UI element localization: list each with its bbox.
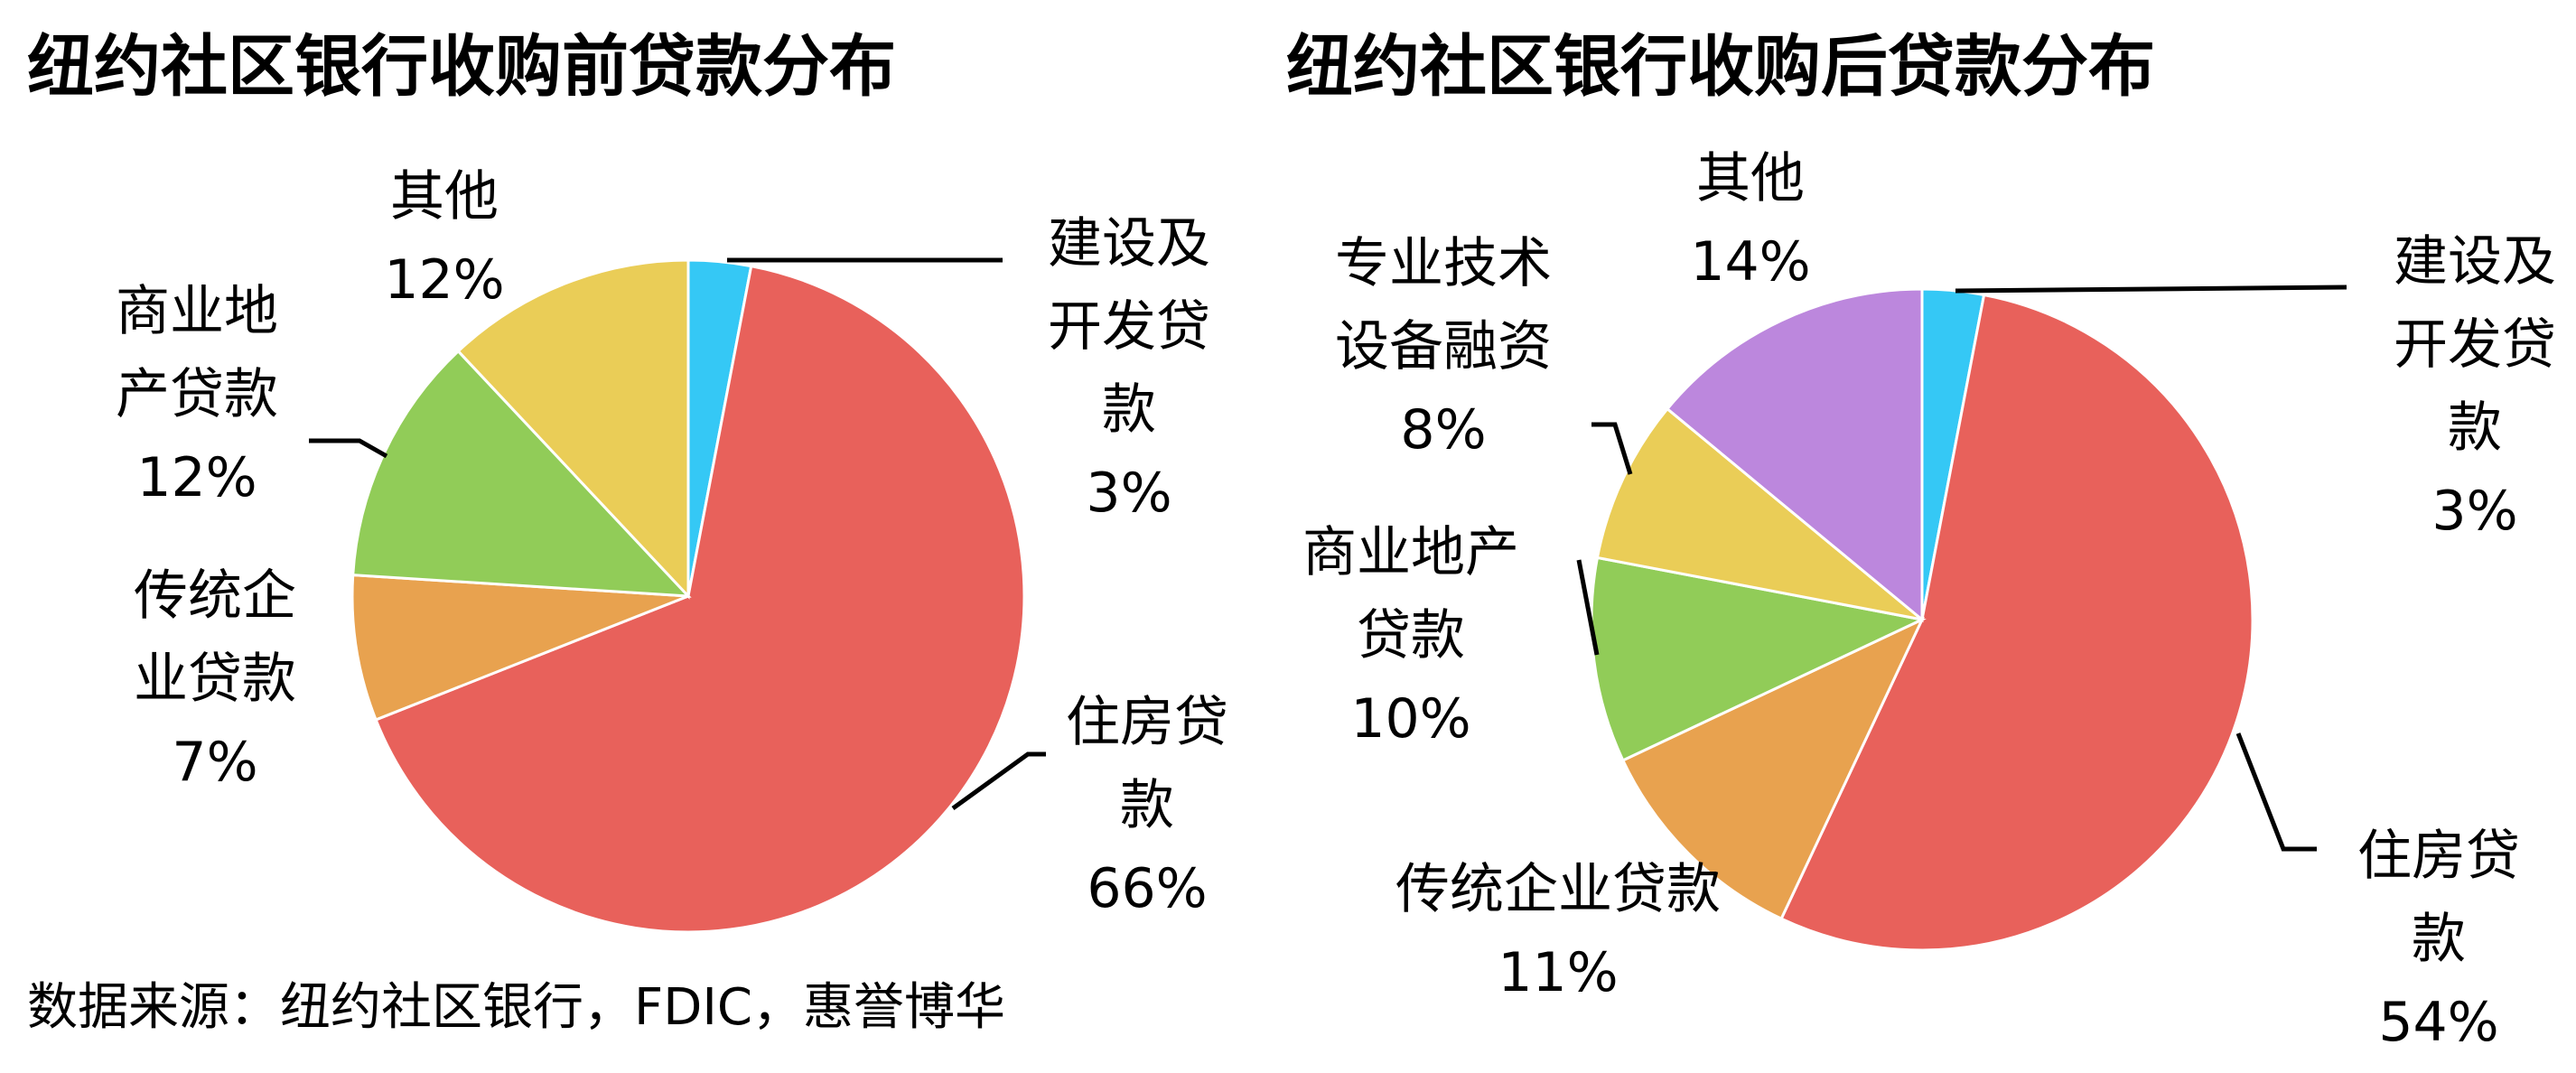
data-label-line: 款 [2448, 397, 2502, 460]
data-label-line: 款 [1120, 774, 1174, 837]
data-label-before-4: 商业地产贷款 12% [116, 280, 278, 509]
data-label-after-3: 传统企业贷款 11% [1395, 858, 1721, 1004]
data-label-after-4: 商业地产贷款 10% [1302, 521, 1519, 751]
data-label-line: 传统企业贷款 [1395, 858, 1721, 921]
data-label-line: 54% [2378, 991, 2498, 1054]
pie-slice-before-3 [350, 574, 689, 722]
data-label-before-1: 建设及开发贷款 3% [1048, 212, 1210, 525]
data-label-line: 其他 [390, 165, 499, 229]
data-label-line: 专业技术 [1335, 232, 1552, 295]
pie-slice-after-3 [1620, 616, 1926, 921]
data-label-line: 款 [2412, 908, 2466, 971]
data-label-line: 8% [1400, 398, 1486, 462]
data-label-line: 产贷款 [116, 363, 278, 426]
data-label-line: 7% [172, 731, 257, 794]
data-label-line: 12% [136, 446, 257, 509]
data-label-line: 3% [1086, 462, 1171, 525]
data-label-line: 开发贷 [2394, 313, 2556, 377]
data-label-line: 开发贷 [1048, 295, 1210, 359]
pie-slice-before-2 [374, 264, 1026, 934]
data-label-line: 住房贷 [1066, 691, 1228, 754]
data-source: 数据来源：纽约社区银行，FDIC，惠誉博华 [27, 978, 1005, 1037]
pie-before: 建设及开发贷款 3%住房贷款 66%传统企业贷款 7%商业地产贷款 12%其他 12% [116, 165, 1228, 934]
data-label-before-5: 其他 12% [384, 165, 504, 312]
leader-line-after-4 [1576, 559, 1600, 656]
data-label-line: 3% [2431, 480, 2517, 543]
pie-slice-after-5 [1595, 406, 1923, 621]
leader-line-after-1 [1955, 285, 2347, 294]
data-label-line: 12% [384, 248, 504, 312]
data-label-line: 11% [1498, 941, 1618, 1004]
data-label-after-6: 其他 14% [1690, 147, 1810, 294]
data-label-line: 建设及 [2394, 230, 2556, 294]
data-label-before-3: 传统企业贷款 7% [134, 564, 296, 794]
pie-after: 建设及开发贷款 3%住房贷款 54%传统企业贷款 11%商业地产贷款 10%专业技术设备… [1302, 147, 2556, 1054]
data-label-line: 传统企 [134, 564, 296, 628]
data-label-line: 贷款 [1357, 604, 1465, 667]
data-label-line: 建设及 [1048, 212, 1210, 275]
data-label-line: 业贷款 [134, 648, 296, 711]
leader-line-after-5 [1591, 422, 1633, 475]
data-label-after-1: 建设及开发贷款 3% [2394, 230, 2556, 543]
data-label-line: 商业地 [116, 280, 278, 343]
data-label-line: 住房贷 [2357, 825, 2520, 888]
data-label-after-5: 专业技术设备融资 8% [1335, 232, 1552, 462]
pie-slice-before-5 [456, 258, 690, 600]
leader-line-before-4 [309, 438, 388, 459]
data-label-line: 商业地产 [1302, 521, 1519, 584]
data-label-line: 14% [1690, 230, 1810, 294]
pie-slice-after-2 [1779, 293, 2254, 952]
data-label-line: 66% [1087, 857, 1207, 920]
data-label-line: 其他 [1696, 147, 1805, 210]
data-label-after-2: 住房贷款 54% [2357, 825, 2520, 1054]
pie-slice-after-6 [1665, 287, 1924, 623]
data-label-line: 设备融资 [1335, 315, 1552, 378]
chart-title-after: 纽约社区银行收购后贷款分布 [1286, 28, 2155, 106]
chart-title-before: 纽约社区银行收购前贷款分布 [27, 28, 896, 106]
data-label-line: 款 [1102, 378, 1156, 442]
pie-slice-after-4 [1590, 555, 1927, 762]
data-label-line: 10% [1350, 687, 1470, 751]
leader-line-before-2 [951, 751, 1046, 811]
leader-line-after-2 [2235, 732, 2317, 852]
data-label-before-2: 住房贷款 66% [1066, 691, 1228, 920]
